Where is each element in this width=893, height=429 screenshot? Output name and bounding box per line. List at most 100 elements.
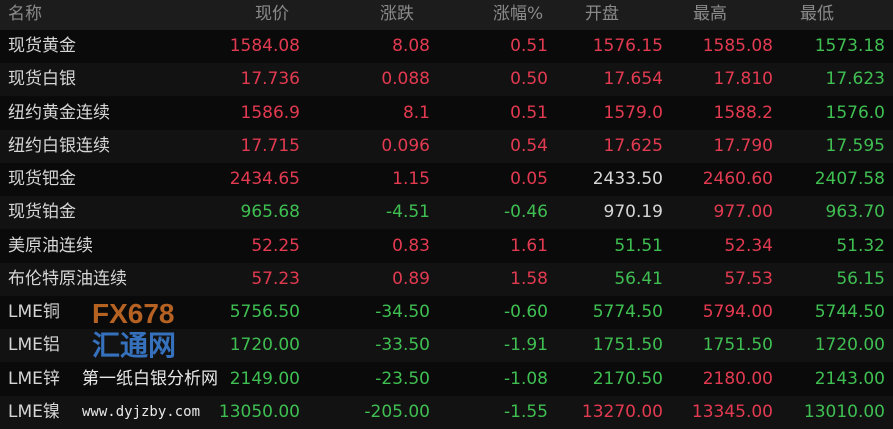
cell-open: 2433.50 — [592, 169, 663, 189]
row-name: 纽约黄金连续 — [8, 102, 110, 123]
cell-open: 17.654 — [603, 69, 663, 90]
cell-change-pct: 0.54 — [510, 135, 548, 156]
cell-open: 17.625 — [603, 135, 663, 156]
cell-high: 1588.2 — [713, 102, 773, 123]
table-row[interactable]: 布伦特原油连续 57.23 0.89 1.58 56.41 57.53 56.15 — [0, 262, 893, 296]
cell-low: 17.595 — [825, 135, 885, 156]
cell-change: 8.08 — [392, 36, 430, 56]
cell-low: 17.623 — [825, 69, 885, 90]
row-name: 纽约白银连续 — [8, 135, 110, 156]
cell-low: 2407.58 — [814, 169, 885, 189]
cell-change: -34.50 — [375, 302, 430, 322]
table-row[interactable]: 现货白银 17.736 0.088 0.50 17.654 17.810 17.623 — [0, 63, 893, 97]
watermark-url: www.dyjzby.com — [82, 404, 201, 420]
cell-change-pct: 0.51 — [510, 36, 548, 56]
cell-open: 970.19 — [603, 202, 663, 223]
cell-price: 1720.00 — [229, 335, 300, 356]
cell-open: 1751.50 — [592, 335, 663, 356]
cell-change: -4.51 — [386, 202, 430, 223]
logo-cn-text: 汇通网 — [92, 330, 177, 361]
row-name: 布伦特原油连续 — [8, 268, 127, 289]
cell-high: 5794.00 — [702, 302, 773, 322]
cell-change: -33.50 — [375, 335, 430, 356]
logo-text: FX678 — [92, 298, 175, 329]
cell-low: 5744.50 — [814, 302, 885, 322]
table-row[interactable]: LME镍 13050.00 -205.00 -1.55 13270.00 13345.00… — [0, 395, 893, 429]
cell-high: 977.00 — [713, 202, 773, 223]
cell-low: 56.15 — [836, 268, 885, 289]
cell-low: 1720.00 — [814, 335, 885, 356]
cell-change-pct: 0.05 — [510, 169, 548, 189]
cell-open: 51.51 — [614, 235, 663, 256]
cell-open: 1579.0 — [603, 102, 663, 123]
cell-price: 965.68 — [240, 202, 300, 223]
header-name[interactable]: 名称 — [8, 4, 42, 24]
cell-change: 8.1 — [402, 102, 430, 123]
cell-change: 0.89 — [392, 268, 430, 289]
cell-open: 56.41 — [614, 268, 663, 289]
cell-high: 2180.00 — [702, 368, 773, 389]
cell-price: 57.23 — [251, 268, 300, 289]
cell-change-pct: -1.08 — [504, 368, 548, 389]
fx678-logo: FX678 汇通网 — [92, 298, 222, 362]
header-price[interactable]: 现价 — [255, 4, 289, 24]
cell-low: 13010.00 — [803, 401, 885, 422]
row-name: LME镍 — [8, 401, 60, 422]
row-name: 美原油连续 — [8, 235, 93, 256]
cell-price: 13050.00 — [218, 401, 300, 422]
table-row[interactable]: LME铝 1720.00 -33.50 -1.91 1751.50 1751.50 1720… — [0, 329, 893, 363]
row-name: LME铜 — [8, 302, 60, 322]
header-open[interactable]: 开盘 — [585, 4, 619, 24]
cell-change-pct: -0.46 — [504, 202, 548, 223]
row-name: 现货钯金 — [8, 169, 76, 189]
cell-price: 1584.08 — [229, 36, 300, 56]
cell-change-pct: 0.51 — [510, 102, 548, 123]
table-row[interactable]: 现货黄金 1584.08 8.08 0.51 1576.15 1585.08 1573.18 — [0, 30, 893, 63]
row-name: 现货白银 — [8, 69, 76, 90]
header-high[interactable]: 最高 — [693, 4, 727, 24]
table-row[interactable]: 现货钯金 2434.65 1.15 0.05 2433.50 2460.60 2407.58 — [0, 163, 893, 196]
table-row[interactable]: 美原油连续 52.25 0.83 1.61 51.51 52.34 51.32 — [0, 229, 893, 263]
cell-price: 17.736 — [240, 69, 300, 90]
header-change[interactable]: 涨跌 — [380, 4, 414, 24]
cell-open: 1576.15 — [592, 36, 663, 56]
header-change-pct[interactable]: 涨幅% — [493, 4, 544, 24]
row-name: 现货铂金 — [8, 202, 76, 223]
row-name: 现货黄金 — [8, 36, 76, 56]
cell-low: 2143.00 — [814, 368, 885, 389]
cell-change: -23.50 — [375, 368, 430, 389]
table-row[interactable]: LME锌 2149.00 -23.50 -1.08 2170.50 2180.00 2143… — [0, 362, 893, 396]
cell-change-pct: -1.91 — [504, 335, 548, 356]
cell-low: 51.32 — [836, 235, 885, 256]
cell-price: 2149.00 — [229, 368, 300, 389]
cell-change-pct: -1.55 — [504, 401, 548, 422]
cell-change-pct: -0.60 — [504, 302, 548, 322]
cell-price: 2434.65 — [229, 169, 300, 189]
table-row[interactable]: 现货铂金 965.68 -4.51 -0.46 970.19 977.00 963.70 — [0, 196, 893, 230]
table-row[interactable]: LME铜 5756.50 -34.50 -0.60 5774.50 5794.00 5744… — [0, 296, 893, 329]
cell-high: 2460.60 — [702, 169, 773, 189]
cell-price: 5756.50 — [229, 302, 300, 322]
cell-price: 17.715 — [240, 135, 300, 156]
watermark-text: 第一纸白银分析网 — [82, 369, 218, 389]
table-row[interactable]: 纽约黄金连续 1586.9 8.1 0.51 1579.0 1588.2 1576.0 — [0, 96, 893, 130]
cell-change-pct: 0.50 — [510, 69, 548, 90]
cell-high: 57.53 — [724, 268, 773, 289]
cell-change: 0.096 — [381, 135, 430, 156]
cell-high: 17.810 — [713, 69, 773, 90]
cell-price: 1586.9 — [240, 102, 300, 123]
cell-change: 0.088 — [381, 69, 430, 90]
cell-change: 0.83 — [392, 235, 430, 256]
cell-open: 13270.00 — [581, 401, 663, 422]
cell-high: 52.34 — [724, 235, 773, 256]
cell-low: 1576.0 — [825, 102, 885, 123]
cell-high: 1585.08 — [702, 36, 773, 56]
cell-change-pct: 1.58 — [510, 268, 548, 289]
cell-change: 1.15 — [392, 169, 430, 189]
header-low[interactable]: 最低 — [800, 4, 834, 24]
cell-change-pct: 1.61 — [510, 235, 548, 256]
cell-high: 17.790 — [713, 135, 773, 156]
cell-change: -205.00 — [364, 401, 430, 422]
table-row[interactable]: 纽约白银连续 17.715 0.096 0.54 17.625 17.790 17.595 — [0, 129, 893, 163]
cell-low: 963.70 — [825, 202, 885, 223]
